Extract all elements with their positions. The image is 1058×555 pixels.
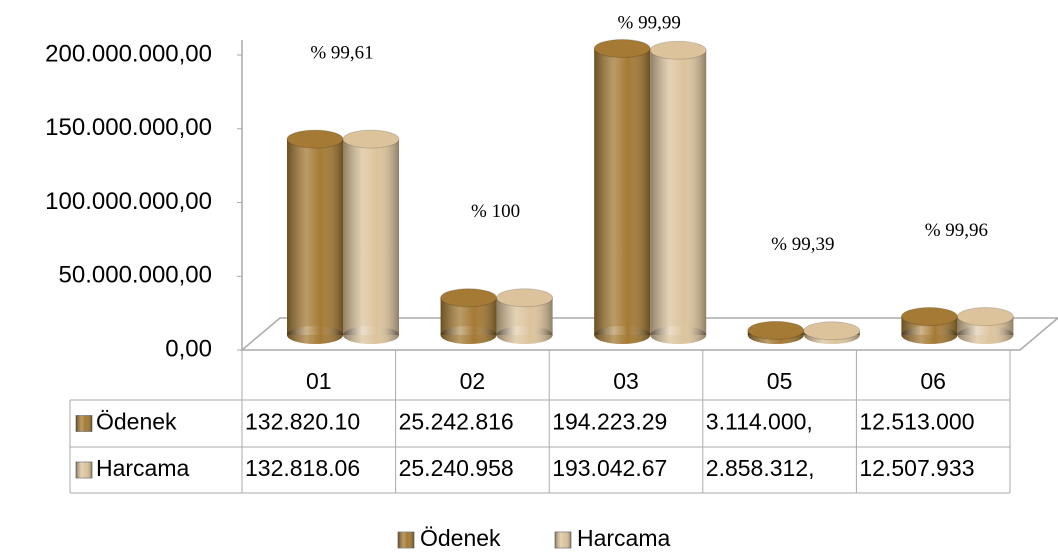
- table-value: 2.858.312,: [706, 455, 815, 481]
- table-value: 132.820.10: [245, 409, 360, 435]
- x-tick-label: 01: [306, 368, 332, 394]
- bar-shade: [496, 326, 553, 344]
- table-value: 12.513.000: [859, 409, 974, 435]
- bar-shade: [594, 48, 651, 335]
- x-tick-label: 06: [920, 368, 946, 394]
- bar-shade: [650, 326, 707, 344]
- bar-shade: [287, 139, 343, 335]
- table-series-name: Harcama: [96, 455, 190, 481]
- annotation: % 100: [471, 201, 520, 222]
- cylinder-top: [440, 288, 498, 308]
- legend-label: Harcama: [577, 525, 671, 551]
- table-value: 25.242.816: [399, 409, 514, 435]
- x-tick-label: 03: [613, 368, 639, 394]
- table-value: 193.042.67: [552, 455, 667, 481]
- y-tick-label: 200.000.000,00: [45, 40, 212, 67]
- y-tick-label: 0,00: [165, 335, 212, 362]
- x-tick-label: 05: [767, 368, 793, 394]
- cylinder-top: [593, 39, 651, 59]
- legend-key-shade: [76, 462, 92, 478]
- y-tick-label: 150.000.000,00: [45, 114, 212, 141]
- x-tick-label: 02: [460, 368, 486, 394]
- table-value: 3.114.000,: [706, 409, 813, 435]
- cylinder-top: [286, 129, 344, 149]
- legend-key-shade: [555, 532, 571, 548]
- cylinder-top: [956, 307, 1014, 327]
- annotation: % 99,61: [310, 42, 373, 63]
- bar-shade: [650, 50, 707, 336]
- annotation: % 99,96: [925, 220, 988, 241]
- bar-shade: [957, 326, 1014, 344]
- cylinder-top: [747, 320, 805, 340]
- cylinder-top: [803, 321, 861, 341]
- bar-shade: [440, 326, 497, 344]
- table-value: 25.240.958: [399, 455, 514, 481]
- cylinder-top: [649, 40, 707, 60]
- table-series-name: Ödenek: [96, 409, 177, 435]
- y-tick-label: 100.000.000,00: [45, 188, 212, 215]
- annotation: % 99,39: [771, 234, 834, 255]
- legend-label: Ödenek: [420, 525, 501, 551]
- table-value: 132.818.06: [245, 455, 360, 481]
- cylinder-top: [342, 129, 400, 149]
- cylinder-top: [900, 307, 958, 327]
- cylinder-top: [496, 288, 554, 308]
- annotation: % 99,99: [618, 12, 681, 33]
- bar-shade: [343, 139, 399, 335]
- y-tick-label: 50.000.000,00: [59, 262, 212, 289]
- table-value: 12.507.933: [859, 455, 974, 481]
- table-value: 194.223.29: [552, 409, 667, 435]
- bar-shade: [594, 326, 651, 344]
- bar-shade: [343, 326, 399, 344]
- bar-shade: [287, 326, 343, 344]
- legend-key-shade: [76, 415, 92, 432]
- bar-shade: [901, 326, 958, 344]
- legend-key-shade: [398, 532, 414, 548]
